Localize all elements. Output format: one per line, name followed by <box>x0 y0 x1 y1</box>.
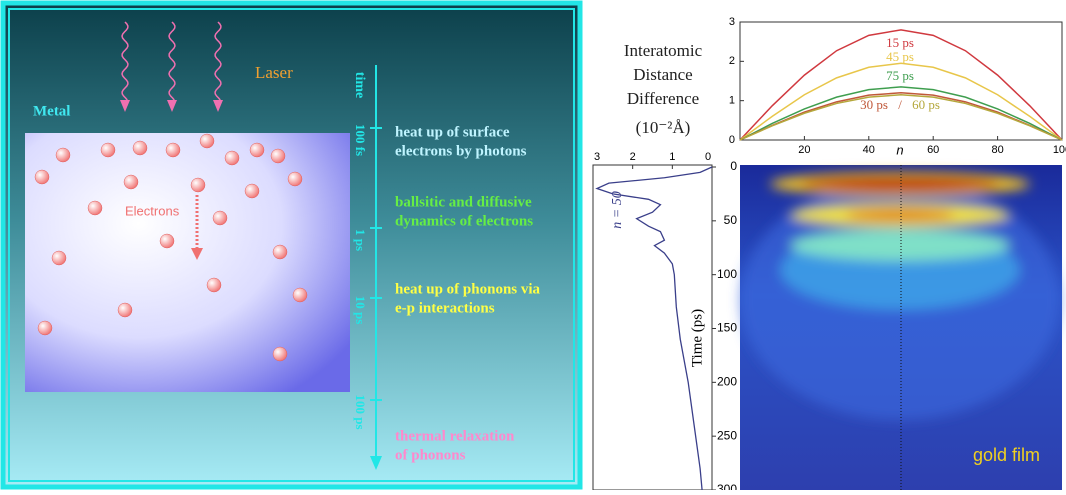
electron <box>124 175 138 189</box>
stage-text: of phonons <box>395 447 466 463</box>
x-tick-label: 2 <box>630 151 636 163</box>
stage-text: thermal relaxation <box>395 428 515 444</box>
laser-label: Laser <box>255 63 293 82</box>
chart-title: (10⁻²Å) <box>636 118 691 137</box>
electron <box>271 149 285 163</box>
chart-title: Distance <box>633 65 692 84</box>
stage-text: e-p interactions <box>395 300 495 316</box>
x-tick-label: 20 <box>798 144 810 156</box>
x-tick-label: 80 <box>991 144 1003 156</box>
series-label: 75 ps <box>886 68 914 83</box>
y-tick-label: 0 <box>730 159 737 173</box>
series-label: 60 ps <box>912 97 940 112</box>
electrons-label: Electrons <box>125 203 180 218</box>
series-label: 15 ps <box>886 35 914 50</box>
profile-annotation: n = 50 <box>610 191 625 228</box>
chart-title: Interatomic <box>624 41 703 60</box>
stage-text: ballsitic and diffusive <box>395 194 532 210</box>
electron <box>288 172 302 186</box>
stage-text: heat up of surface <box>395 124 510 140</box>
x-tick-label: 1 <box>669 151 675 163</box>
y-tick-label: 50 <box>724 213 738 227</box>
label-separator: / <box>898 97 902 112</box>
y-tick-label: 200 <box>717 375 737 389</box>
stage-time: 100 fs <box>353 124 368 156</box>
electron <box>52 251 66 265</box>
x-tick-label: 3 <box>594 151 600 163</box>
x-tick-label: 0 <box>705 151 711 163</box>
electron <box>118 303 132 317</box>
electron <box>101 143 115 157</box>
electron <box>56 148 70 162</box>
time-label: time <box>352 72 367 98</box>
series-label: 30 ps <box>860 97 888 112</box>
x-tick-label: 40 <box>863 144 875 156</box>
stage-text: electrons by photons <box>395 143 527 159</box>
y-tick-label: 250 <box>717 428 737 442</box>
y-tick-label: 100 <box>717 267 737 281</box>
y-tick-label: 3 <box>729 16 735 28</box>
electron <box>200 134 214 148</box>
metal-block <box>25 133 350 392</box>
electron <box>35 170 49 184</box>
electron <box>207 278 221 292</box>
x-tick-label: 100 <box>1053 144 1066 156</box>
stage-time: 1 ps <box>353 229 368 251</box>
y-tick-label: 2 <box>729 55 735 67</box>
figure: Laser Metal Electrons time 100 fs heat up… <box>0 0 1066 490</box>
electron <box>250 143 264 157</box>
x-axis-label: n <box>896 142 903 157</box>
stage-text: heat up of phonons via <box>395 281 541 297</box>
stage-time: 100 ps <box>353 394 368 429</box>
y-axis-label: Time (ps) <box>689 309 705 367</box>
electron <box>273 347 287 361</box>
electron <box>160 234 174 248</box>
electron <box>133 141 147 155</box>
metal-label: Metal <box>33 103 70 119</box>
y-tick-label: 300 <box>717 482 737 490</box>
electron <box>38 321 52 335</box>
stage-text: dynamics of electrons <box>395 213 533 229</box>
heatmap-annotation: gold film <box>973 445 1040 465</box>
electron <box>245 184 259 198</box>
y-tick-label: 0 <box>729 134 735 146</box>
electron <box>213 211 227 225</box>
series-label: 45 ps <box>886 49 914 64</box>
page: Laser Metal Electrons time 100 fs heat up… <box>0 0 1066 490</box>
electron <box>88 201 102 215</box>
x-tick-label: 60 <box>927 144 939 156</box>
y-tick-label: 1 <box>729 95 735 107</box>
electron <box>191 178 205 192</box>
y-tick-label: 150 <box>717 321 737 335</box>
electron <box>293 288 307 302</box>
stage-time: 10 ps <box>353 296 368 325</box>
electron <box>225 151 239 165</box>
electron <box>166 143 180 157</box>
electron <box>273 245 287 259</box>
chart-title: Difference <box>627 89 699 108</box>
